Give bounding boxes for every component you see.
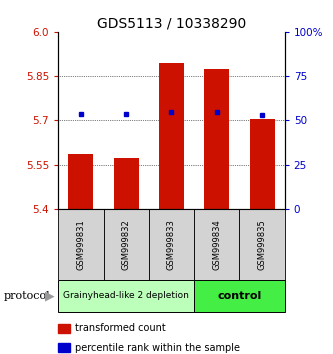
Bar (69, 154, 93, 209)
FancyBboxPatch shape (58, 280, 194, 312)
Text: GSM999833: GSM999833 (167, 219, 176, 270)
Text: GSM999835: GSM999835 (257, 219, 267, 270)
Text: control: control (217, 291, 261, 301)
Text: GSM999832: GSM999832 (122, 219, 131, 270)
FancyBboxPatch shape (194, 209, 239, 280)
FancyBboxPatch shape (194, 280, 285, 312)
Title: GDS5113 / 10338290: GDS5113 / 10338290 (97, 17, 246, 31)
Text: GSM999831: GSM999831 (76, 219, 86, 270)
Bar (159, 63, 184, 209)
FancyBboxPatch shape (239, 209, 285, 280)
FancyBboxPatch shape (104, 209, 149, 280)
Text: Grainyhead-like 2 depletion: Grainyhead-like 2 depletion (63, 291, 189, 300)
Text: protocol: protocol (3, 291, 50, 301)
Bar (204, 69, 229, 209)
FancyBboxPatch shape (58, 209, 104, 280)
Text: GSM999834: GSM999834 (212, 219, 221, 270)
Text: transformed count: transformed count (75, 323, 166, 333)
Bar (250, 119, 274, 209)
Bar (114, 158, 139, 209)
Text: ▶: ▶ (45, 289, 55, 302)
Text: percentile rank within the sample: percentile rank within the sample (75, 343, 240, 353)
FancyBboxPatch shape (149, 209, 194, 280)
